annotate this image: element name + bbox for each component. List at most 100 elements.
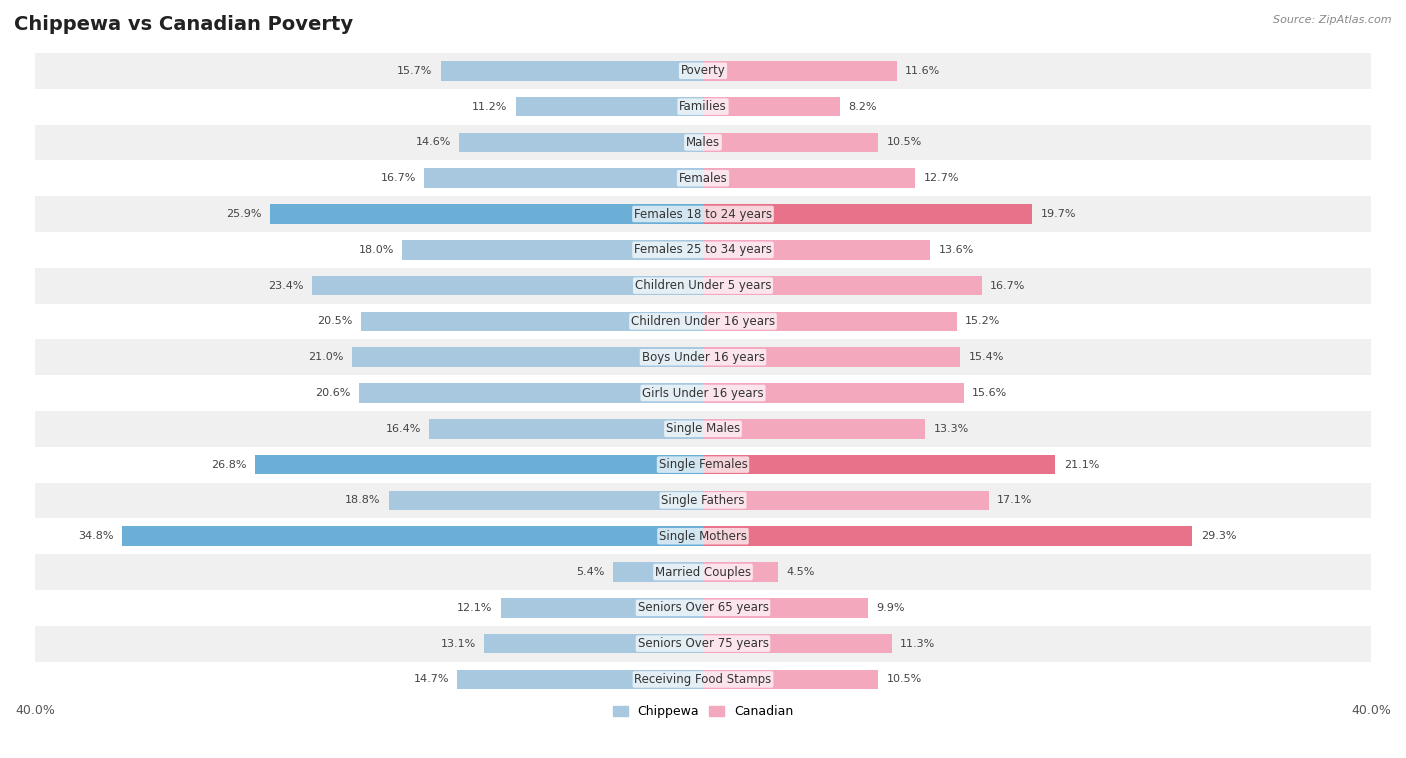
Bar [35, 124, 1371, 160]
Bar [703, 347, 960, 367]
Bar [35, 446, 1371, 483]
Bar [35, 518, 1371, 554]
Bar [35, 375, 1371, 411]
Text: 15.6%: 15.6% [972, 388, 1007, 398]
Bar [360, 312, 703, 331]
Text: 14.7%: 14.7% [413, 675, 449, 684]
Text: 20.5%: 20.5% [316, 316, 353, 327]
Text: Children Under 16 years: Children Under 16 years [631, 315, 775, 328]
Text: Families: Families [679, 100, 727, 113]
Text: 21.1%: 21.1% [1064, 459, 1099, 470]
Bar [703, 490, 988, 510]
Bar [35, 160, 1371, 196]
Text: 11.3%: 11.3% [900, 639, 935, 649]
Text: Boys Under 16 years: Boys Under 16 years [641, 351, 765, 364]
Bar [703, 133, 879, 152]
Text: 26.8%: 26.8% [211, 459, 247, 470]
Text: 34.8%: 34.8% [77, 531, 114, 541]
Text: 10.5%: 10.5% [887, 137, 922, 147]
Text: Chippewa vs Canadian Poverty: Chippewa vs Canadian Poverty [14, 15, 353, 34]
Bar [703, 312, 957, 331]
Text: Seniors Over 65 years: Seniors Over 65 years [637, 601, 769, 614]
Text: 15.2%: 15.2% [965, 316, 1001, 327]
Text: 11.6%: 11.6% [905, 66, 941, 76]
Bar [703, 634, 891, 653]
Bar [703, 97, 839, 117]
Text: Source: ZipAtlas.com: Source: ZipAtlas.com [1274, 15, 1392, 25]
Bar [35, 89, 1371, 124]
Text: Single Mothers: Single Mothers [659, 530, 747, 543]
Text: 12.7%: 12.7% [924, 174, 959, 183]
Text: 4.5%: 4.5% [786, 567, 815, 577]
Text: 16.7%: 16.7% [990, 280, 1025, 290]
Bar [256, 455, 703, 475]
Bar [35, 625, 1371, 662]
Bar [35, 340, 1371, 375]
Bar [35, 483, 1371, 518]
Text: 25.9%: 25.9% [226, 209, 262, 219]
Bar [703, 419, 925, 439]
Bar [35, 53, 1371, 89]
Text: Females 25 to 34 years: Females 25 to 34 years [634, 243, 772, 256]
Bar [35, 196, 1371, 232]
Text: Seniors Over 75 years: Seniors Over 75 years [637, 637, 769, 650]
Bar [35, 590, 1371, 625]
Bar [35, 268, 1371, 303]
Bar [703, 669, 879, 689]
Bar [312, 276, 703, 296]
Text: Single Fathers: Single Fathers [661, 494, 745, 507]
Text: 17.1%: 17.1% [997, 496, 1032, 506]
Bar [429, 419, 703, 439]
Text: Girls Under 16 years: Girls Under 16 years [643, 387, 763, 399]
Bar [270, 204, 703, 224]
Text: 18.8%: 18.8% [344, 496, 381, 506]
Bar [703, 61, 897, 80]
Text: 9.9%: 9.9% [877, 603, 905, 612]
Text: 23.4%: 23.4% [269, 280, 304, 290]
Text: 10.5%: 10.5% [887, 675, 922, 684]
Text: 11.2%: 11.2% [472, 102, 508, 111]
Bar [703, 562, 778, 582]
Bar [122, 526, 703, 546]
Text: 16.7%: 16.7% [381, 174, 416, 183]
Text: 13.3%: 13.3% [934, 424, 969, 434]
Bar [441, 61, 703, 80]
Text: 5.4%: 5.4% [576, 567, 605, 577]
Text: 16.4%: 16.4% [385, 424, 420, 434]
Bar [457, 669, 703, 689]
Text: 21.0%: 21.0% [308, 352, 344, 362]
Text: 12.1%: 12.1% [457, 603, 492, 612]
Text: 15.7%: 15.7% [396, 66, 433, 76]
Bar [402, 240, 703, 260]
Text: 20.6%: 20.6% [315, 388, 350, 398]
Bar [353, 347, 703, 367]
Text: 13.1%: 13.1% [440, 639, 475, 649]
Bar [425, 168, 703, 188]
Bar [703, 276, 981, 296]
Text: Single Males: Single Males [666, 422, 740, 435]
Bar [389, 490, 703, 510]
Legend: Chippewa, Canadian: Chippewa, Canadian [607, 700, 799, 723]
Bar [35, 554, 1371, 590]
Bar [703, 204, 1032, 224]
Text: 29.3%: 29.3% [1201, 531, 1236, 541]
Text: Poverty: Poverty [681, 64, 725, 77]
Bar [703, 526, 1192, 546]
Bar [703, 383, 963, 402]
Text: 15.4%: 15.4% [969, 352, 1004, 362]
Text: 19.7%: 19.7% [1040, 209, 1076, 219]
Bar [501, 598, 703, 618]
Text: Children Under 5 years: Children Under 5 years [634, 279, 772, 292]
Bar [484, 634, 703, 653]
Bar [35, 232, 1371, 268]
Bar [703, 455, 1056, 475]
Bar [703, 240, 931, 260]
Bar [35, 662, 1371, 697]
Bar [703, 598, 869, 618]
Text: 14.6%: 14.6% [415, 137, 451, 147]
Bar [35, 411, 1371, 446]
Text: 13.6%: 13.6% [938, 245, 974, 255]
Text: 18.0%: 18.0% [359, 245, 394, 255]
Bar [460, 133, 703, 152]
Bar [703, 168, 915, 188]
